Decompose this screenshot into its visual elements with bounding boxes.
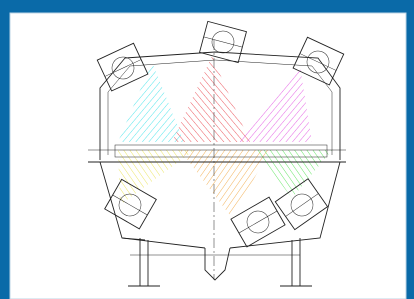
screenshot xyxy=(0,0,414,299)
page xyxy=(0,0,414,299)
